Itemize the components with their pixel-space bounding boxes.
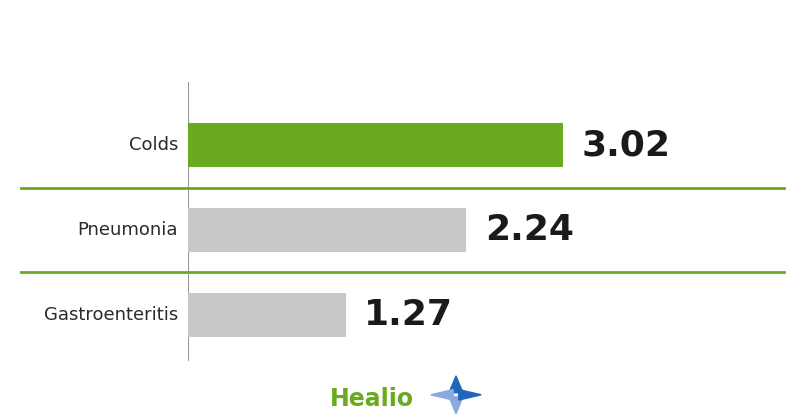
Polygon shape bbox=[449, 397, 463, 414]
Text: Healio: Healio bbox=[330, 387, 414, 411]
Bar bbox=[188, 123, 563, 168]
Bar bbox=[188, 293, 346, 337]
Text: Adjusted odds ratios for asthma with common infections:: Adjusted odds ratios for asthma with com… bbox=[84, 27, 716, 46]
Text: Colds: Colds bbox=[129, 136, 178, 155]
Polygon shape bbox=[449, 376, 463, 393]
Polygon shape bbox=[459, 390, 482, 400]
Text: Pneumonia: Pneumonia bbox=[78, 221, 178, 239]
Polygon shape bbox=[430, 390, 453, 400]
Text: Gastroenteritis: Gastroenteritis bbox=[44, 306, 178, 324]
Bar bbox=[188, 208, 466, 252]
Text: 1.27: 1.27 bbox=[364, 298, 454, 332]
Text: 3.02: 3.02 bbox=[582, 129, 670, 163]
Text: 2.24: 2.24 bbox=[485, 213, 574, 247]
